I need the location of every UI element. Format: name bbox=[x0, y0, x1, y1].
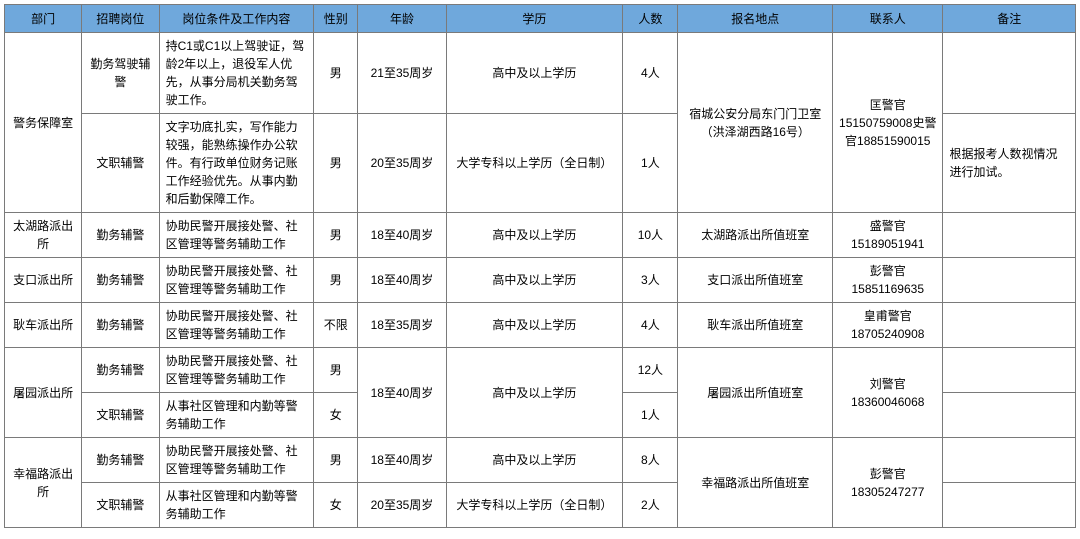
cell-dept: 支口派出所 bbox=[5, 258, 82, 303]
cell-dept: 幸福路派出所 bbox=[5, 438, 82, 528]
cell-count: 10人 bbox=[623, 213, 678, 258]
cell-count: 8人 bbox=[623, 438, 678, 483]
cell-location: 支口派出所值班室 bbox=[678, 258, 833, 303]
cell-desc: 协助民警开展接处警、社区管理等警务辅助工作 bbox=[159, 213, 314, 258]
cell-edu: 大学专科以上学历（全日制） bbox=[446, 483, 623, 528]
cell-age: 20至35周岁 bbox=[358, 483, 446, 528]
cell-desc: 文字功底扎实，写作能力较强，能熟练操作办公软件。有行政单位财务记账工作经验优先。… bbox=[159, 114, 314, 213]
header-desc: 岗位条件及工作内容 bbox=[159, 5, 314, 33]
cell-note bbox=[943, 33, 1076, 114]
cell-position: 勤务辅警 bbox=[82, 303, 159, 348]
cell-edu: 高中及以上学历 bbox=[446, 33, 623, 114]
cell-edu: 高中及以上学历 bbox=[446, 213, 623, 258]
header-location: 报名地点 bbox=[678, 5, 833, 33]
cell-edu: 高中及以上学历 bbox=[446, 258, 623, 303]
cell-location: 耿车派出所值班室 bbox=[678, 303, 833, 348]
header-age: 年龄 bbox=[358, 5, 446, 33]
cell-desc: 协助民警开展接处警、社区管理等警务辅助工作 bbox=[159, 303, 314, 348]
cell-position: 勤务辅警 bbox=[82, 438, 159, 483]
cell-gender: 男 bbox=[314, 114, 358, 213]
cell-desc: 协助民警开展接处警、社区管理等警务辅助工作 bbox=[159, 258, 314, 303]
cell-edu: 高中及以上学历 bbox=[446, 348, 623, 438]
cell-contact: 刘警官18360046068 bbox=[833, 348, 943, 438]
cell-age: 20至35周岁 bbox=[358, 114, 446, 213]
cell-note bbox=[943, 483, 1076, 528]
cell-count: 12人 bbox=[623, 348, 678, 393]
cell-gender: 男 bbox=[314, 258, 358, 303]
cell-age: 18至40周岁 bbox=[358, 348, 446, 438]
cell-count: 1人 bbox=[623, 114, 678, 213]
table-row: 幸福路派出所 勤务辅警 协助民警开展接处警、社区管理等警务辅助工作 男 18至4… bbox=[5, 438, 1076, 483]
cell-contact: 盛警官15189051941 bbox=[833, 213, 943, 258]
cell-note bbox=[943, 438, 1076, 483]
cell-position: 勤务驾驶辅警 bbox=[82, 33, 159, 114]
recruitment-table: 部门 招聘岗位 岗位条件及工作内容 性别 年龄 学历 人数 报名地点 联系人 备… bbox=[4, 4, 1076, 528]
cell-note bbox=[943, 258, 1076, 303]
cell-note bbox=[943, 213, 1076, 258]
header-note: 备注 bbox=[943, 5, 1076, 33]
table-row: 耿车派出所 勤务辅警 协助民警开展接处警、社区管理等警务辅助工作 不限 18至3… bbox=[5, 303, 1076, 348]
header-dept: 部门 bbox=[5, 5, 82, 33]
table-row: 支口派出所 勤务辅警 协助民警开展接处警、社区管理等警务辅助工作 男 18至40… bbox=[5, 258, 1076, 303]
cell-contact: 皇甫警官18705240908 bbox=[833, 303, 943, 348]
cell-dept: 屠园派出所 bbox=[5, 348, 82, 438]
cell-age: 18至40周岁 bbox=[358, 438, 446, 483]
cell-dept: 警务保障室 bbox=[5, 33, 82, 213]
cell-gender: 男 bbox=[314, 348, 358, 393]
cell-desc: 从事社区管理和内勤等警务辅助工作 bbox=[159, 393, 314, 438]
cell-dept: 太湖路派出所 bbox=[5, 213, 82, 258]
cell-desc: 持C1或C1以上驾驶证，驾龄2年以上，退役军人优先，从事分局机关勤务驾驶工作。 bbox=[159, 33, 314, 114]
cell-edu: 高中及以上学历 bbox=[446, 303, 623, 348]
cell-age: 18至40周岁 bbox=[358, 258, 446, 303]
table-row: 太湖路派出所 勤务辅警 协助民警开展接处警、社区管理等警务辅助工作 男 18至4… bbox=[5, 213, 1076, 258]
table-header-row: 部门 招聘岗位 岗位条件及工作内容 性别 年龄 学历 人数 报名地点 联系人 备… bbox=[5, 5, 1076, 33]
cell-location: 幸福路派出所值班室 bbox=[678, 438, 833, 528]
cell-age: 18至40周岁 bbox=[358, 213, 446, 258]
table-row: 屠园派出所 勤务辅警 协助民警开展接处警、社区管理等警务辅助工作 男 18至40… bbox=[5, 348, 1076, 393]
cell-gender: 男 bbox=[314, 33, 358, 114]
cell-location: 太湖路派出所值班室 bbox=[678, 213, 833, 258]
cell-dept: 耿车派出所 bbox=[5, 303, 82, 348]
table-row: 警务保障室 勤务驾驶辅警 持C1或C1以上驾驶证，驾龄2年以上，退役军人优先，从… bbox=[5, 33, 1076, 114]
cell-count: 4人 bbox=[623, 303, 678, 348]
cell-age: 18至35周岁 bbox=[358, 303, 446, 348]
header-position: 招聘岗位 bbox=[82, 5, 159, 33]
cell-note: 根据报考人数视情况进行加试。 bbox=[943, 114, 1076, 213]
cell-note bbox=[943, 303, 1076, 348]
cell-desc: 协助民警开展接处警、社区管理等警务辅助工作 bbox=[159, 348, 314, 393]
cell-count: 4人 bbox=[623, 33, 678, 114]
cell-gender: 不限 bbox=[314, 303, 358, 348]
cell-count: 2人 bbox=[623, 483, 678, 528]
cell-position: 勤务辅警 bbox=[82, 213, 159, 258]
cell-position: 勤务辅警 bbox=[82, 348, 159, 393]
header-contact: 联系人 bbox=[833, 5, 943, 33]
cell-note bbox=[943, 393, 1076, 438]
cell-desc: 协助民警开展接处警、社区管理等警务辅助工作 bbox=[159, 438, 314, 483]
cell-location: 宿城公安分局东门门卫室（洪泽湖西路16号） bbox=[678, 33, 833, 213]
cell-contact: 彭警官15851169635 bbox=[833, 258, 943, 303]
header-edu: 学历 bbox=[446, 5, 623, 33]
cell-age: 21至35周岁 bbox=[358, 33, 446, 114]
cell-count: 3人 bbox=[623, 258, 678, 303]
cell-desc: 从事社区管理和内勤等警务辅助工作 bbox=[159, 483, 314, 528]
header-count: 人数 bbox=[623, 5, 678, 33]
cell-gender: 女 bbox=[314, 393, 358, 438]
cell-count: 1人 bbox=[623, 393, 678, 438]
cell-contact: 匡警官15150759008史警官18851590015 bbox=[833, 33, 943, 213]
cell-location: 屠园派出所值班室 bbox=[678, 348, 833, 438]
cell-edu: 大学专科以上学历（全日制） bbox=[446, 114, 623, 213]
header-gender: 性别 bbox=[314, 5, 358, 33]
cell-contact: 彭警官18305247277 bbox=[833, 438, 943, 528]
cell-note bbox=[943, 348, 1076, 393]
cell-gender: 男 bbox=[314, 213, 358, 258]
cell-position: 文职辅警 bbox=[82, 393, 159, 438]
cell-gender: 女 bbox=[314, 483, 358, 528]
cell-position: 勤务辅警 bbox=[82, 258, 159, 303]
cell-gender: 男 bbox=[314, 438, 358, 483]
cell-edu: 高中及以上学历 bbox=[446, 438, 623, 483]
cell-position: 文职辅警 bbox=[82, 483, 159, 528]
cell-position: 文职辅警 bbox=[82, 114, 159, 213]
